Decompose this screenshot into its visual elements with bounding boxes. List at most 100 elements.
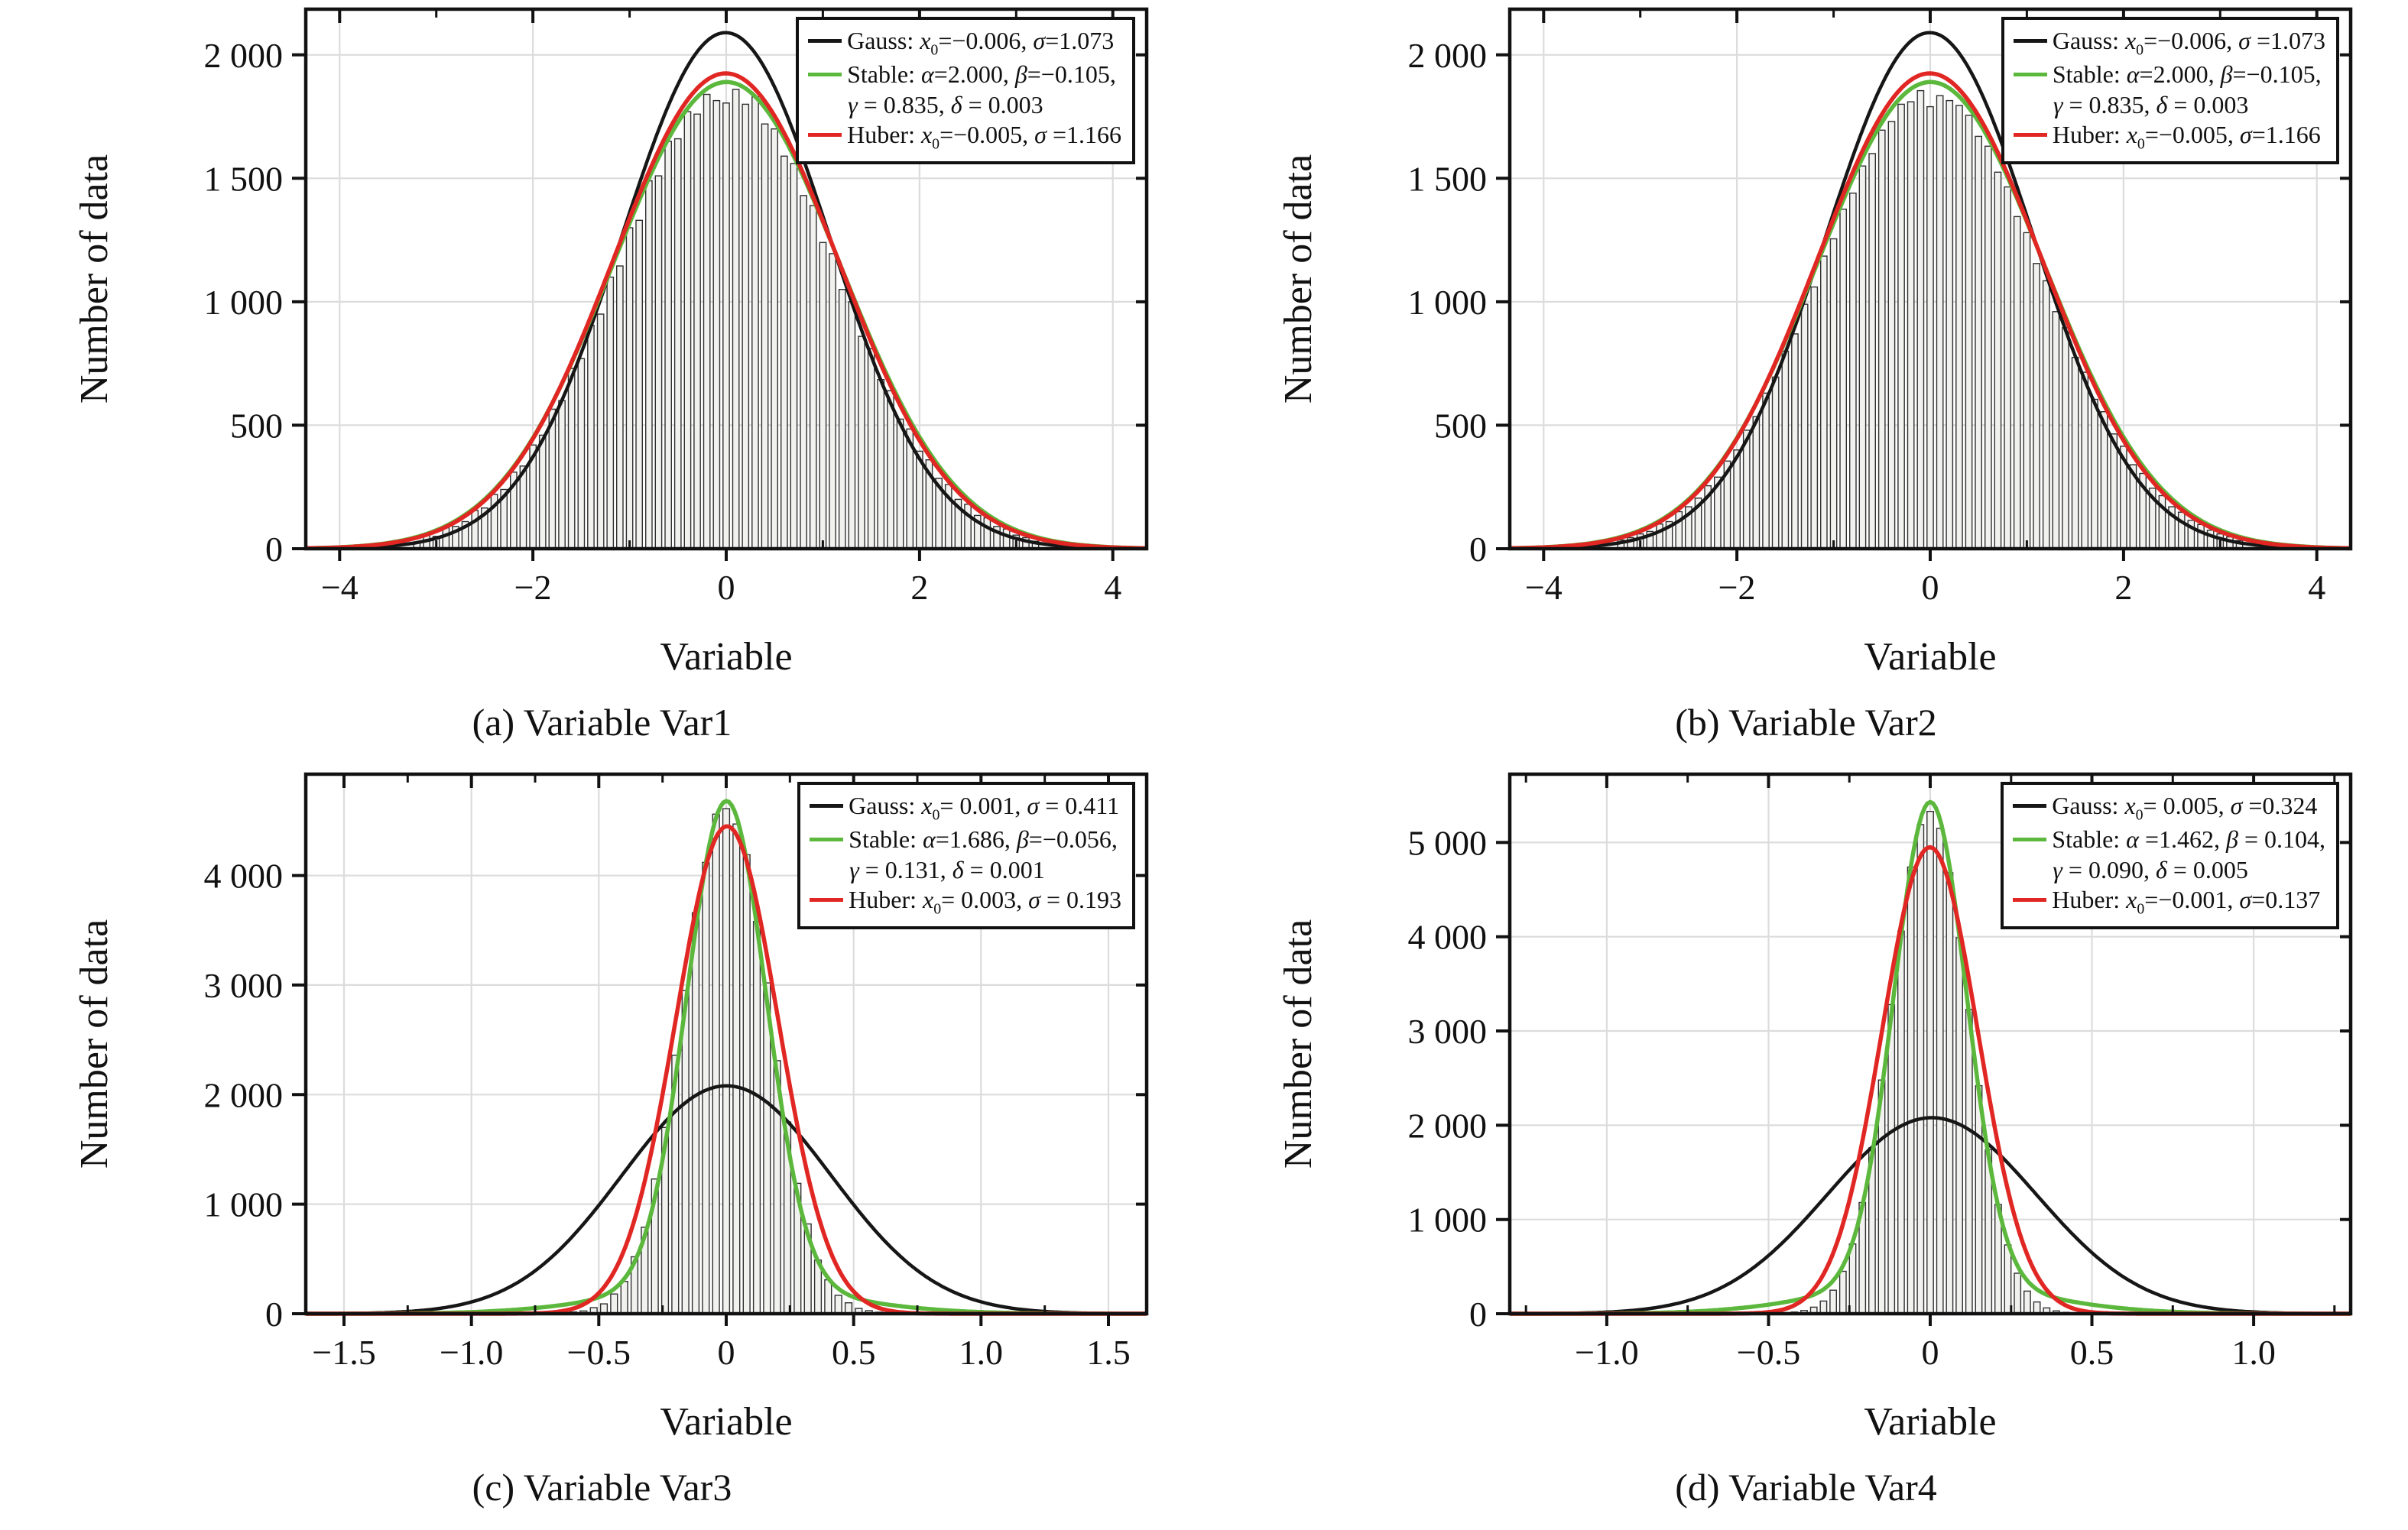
svg-text:3 000: 3 000 — [204, 966, 284, 1005]
svg-text:2: 2 — [910, 568, 928, 607]
svg-text:0: 0 — [718, 1333, 735, 1372]
legend-line-sample — [2013, 837, 2047, 841]
y-axis-title: Number of data — [1277, 919, 1320, 1169]
svg-text:−2: −2 — [514, 568, 552, 607]
curve-gauss — [1510, 31, 2351, 551]
legend-entry-gauss: Gauss: x0=−0.006, σ =1.073 — [2013, 26, 2325, 60]
svg-text:0: 0 — [1469, 530, 1487, 569]
svg-text:−4: −4 — [321, 568, 359, 607]
svg-text:−0.5: −0.5 — [1737, 1333, 1800, 1372]
legend-entry-label: γ = 0.835, δ = 0.003 — [848, 90, 1043, 118]
y-axis-title: Number of data — [1277, 154, 1320, 404]
legend-entry-label: Huber: x0=−0.005, σ =1.166 — [847, 121, 1121, 153]
legend-line-sample — [810, 898, 844, 903]
caption-a: (a) Variable Var1 — [472, 701, 732, 744]
panel-c: 0 1 000 2 000 3 000 4 000 −1.5 −1.0 −0.5 0 0.5 1.0… — [0, 765, 1204, 1530]
legend-entry-label: γ = 0.090, δ = 0.005 — [2053, 855, 2248, 883]
svg-text:1.0: 1.0 — [2231, 1333, 2276, 1372]
curve-gauss — [306, 31, 1147, 551]
legend-c: Gauss: x0= 0.001, σ = 0.411 Stable: α=1.6… — [797, 782, 1135, 930]
svg-text:1 000: 1 000 — [204, 1185, 284, 1224]
chart-c-histogram: 0 1 000 2 000 3 000 4 000 −1.5 −1.0 −0.5 0 0.5 1.0… — [73, 772, 1149, 1444]
legend-entry-label: Huber: x0=−0.005, σ=1.166 — [2052, 121, 2321, 153]
svg-text:500: 500 — [1434, 406, 1487, 445]
legend-entry-label: Stable: α=2.000, β=−0.105, — [847, 60, 1116, 88]
svg-text:0: 0 — [1922, 568, 1939, 607]
curve-gauss — [1510, 1116, 2351, 1316]
x-tick-labels: −1.0 −0.5 0 0.5 1.0 — [1575, 1333, 2276, 1372]
y-tick-labels: 0 500 1 000 1 500 2 000 — [204, 36, 284, 569]
legend-line-sample — [808, 133, 842, 138]
legend-line-sample — [810, 837, 844, 841]
histogram-bars — [518, 808, 934, 1314]
panel-d: 0 1 000 2 000 3 000 4 000 5 000 −1.0 −0.5 0 0.5 1.… — [1204, 765, 2408, 1530]
legend-entry-label: Gauss: x0=−0.006, σ =1.073 — [2052, 27, 2325, 59]
curve-gauss — [306, 1084, 1147, 1316]
svg-text:1.5: 1.5 — [1086, 1333, 1131, 1372]
legend-line-sample — [808, 39, 842, 43]
legend-entry-label: γ = 0.131, δ = 0.001 — [849, 855, 1045, 883]
svg-text:−1.5: −1.5 — [312, 1333, 375, 1372]
y-axis-title: Number of data — [73, 919, 116, 1169]
legend-entry-stable: Stable: α =1.462, β = 0.104, — [2013, 825, 2325, 855]
legend-entry-stable-cont: γ = 0.835, δ = 0.003 — [808, 90, 1121, 121]
chart-d-histogram: 0 1 000 2 000 3 000 4 000 5 000 −1.0 −0.5 0 0.5 1.… — [1277, 772, 2353, 1444]
svg-text:1 000: 1 000 — [1408, 1201, 1488, 1240]
curve-huber — [305, 71, 1147, 551]
panel-b: 0 500 1 000 1 500 2 000 −4 −2 0 2 4 Number of data… — [1204, 0, 2408, 765]
svg-text:0: 0 — [1469, 1295, 1487, 1334]
svg-text:4: 4 — [2308, 568, 2325, 607]
svg-text:2 000: 2 000 — [204, 1075, 284, 1114]
legend-entry-stable: Stable: α=2.000, β=−0.105, — [808, 60, 1121, 90]
svg-text:2: 2 — [2114, 568, 2132, 607]
legend-line-sample — [2013, 72, 2047, 76]
svg-text:−1.0: −1.0 — [1575, 1333, 1638, 1372]
panel-a: 0 500 1 000 1 500 2 000 −4 −2 0 2 4 Number of data… — [0, 0, 1204, 765]
legend-entry-stable-cont: γ = 0.090, δ = 0.005 — [2013, 855, 2325, 886]
svg-text:2 000: 2 000 — [1408, 36, 1488, 75]
x-axis-title: Variable — [1864, 635, 1996, 679]
svg-text:4: 4 — [1104, 568, 1121, 607]
svg-text:1 500: 1 500 — [204, 159, 284, 198]
x-axis-title: Variable — [660, 1400, 792, 1444]
plot-box — [303, 7, 1149, 551]
legend-line-sample — [808, 72, 842, 76]
legend-entry-huber: Huber: x0= 0.003, σ = 0.193 — [810, 885, 1121, 919]
caption-b: (b) Variable Var2 — [1675, 701, 1937, 744]
legend-line-sample — [2013, 804, 2047, 808]
svg-text:4 000: 4 000 — [1408, 918, 1488, 957]
svg-text:−4: −4 — [1525, 568, 1563, 607]
plot-box — [1507, 7, 2353, 551]
legend-entry-label: Huber: x0= 0.003, σ = 0.193 — [849, 886, 1121, 918]
y-tick-labels: 0 1 000 2 000 3 000 4 000 5 000 — [1408, 823, 1488, 1334]
svg-text:1 000: 1 000 — [204, 283, 284, 322]
legend-entry-label: Gauss: x0= 0.001, σ = 0.411 — [849, 792, 1120, 824]
svg-text:−1.0: −1.0 — [440, 1333, 503, 1372]
legend-entry-stable-cont: γ = 0.131, δ = 0.001 — [810, 855, 1121, 886]
chart-b-histogram: 0 500 1 000 1 500 2 000 −4 −2 0 2 4 Number of data… — [1277, 7, 2353, 679]
svg-text:1.0: 1.0 — [959, 1333, 1004, 1372]
caption-d: (d) Variable Var4 — [1675, 1466, 1937, 1509]
svg-text:3 000: 3 000 — [1408, 1012, 1488, 1051]
legend-entry-label: Huber: x0=−0.001, σ=0.137 — [2052, 886, 2321, 918]
svg-text:0: 0 — [1922, 1333, 1939, 1372]
svg-text:−2: −2 — [1718, 568, 1756, 607]
svg-text:4 000: 4 000 — [204, 857, 284, 896]
legend-b: Gauss: x0=−0.006, σ =1.073 Stable: α=2.00… — [2001, 17, 2339, 165]
legend-entry-stable-cont: γ = 0.835, δ = 0.003 — [2014, 90, 2325, 121]
legend-entry-huber: Huber: x0=−0.005, σ=1.166 — [2013, 120, 2325, 154]
legend-entry-label: γ = 0.835, δ = 0.003 — [2053, 90, 2249, 118]
y-tick-labels: 0 500 1 000 1 500 2 000 — [1408, 36, 1488, 569]
curve-huber — [1509, 71, 2351, 551]
x-axis-title: Variable — [660, 635, 792, 679]
legend-entry-huber: Huber: x0=−0.001, σ=0.137 — [2013, 885, 2325, 919]
svg-text:1 000: 1 000 — [1408, 283, 1488, 322]
x-tick-labels: −4 −2 0 2 4 — [321, 568, 1121, 607]
legend-entry-label: Stable: α=2.000, β=−0.105, — [2052, 60, 2322, 88]
legend-line-sample — [2013, 39, 2047, 43]
caption-c: (c) Variable Var3 — [472, 1466, 732, 1509]
svg-text:2 000: 2 000 — [204, 36, 284, 75]
svg-text:0: 0 — [265, 530, 283, 569]
legend-entry-label: Stable: α=1.686, β=−0.056, — [849, 825, 1118, 853]
